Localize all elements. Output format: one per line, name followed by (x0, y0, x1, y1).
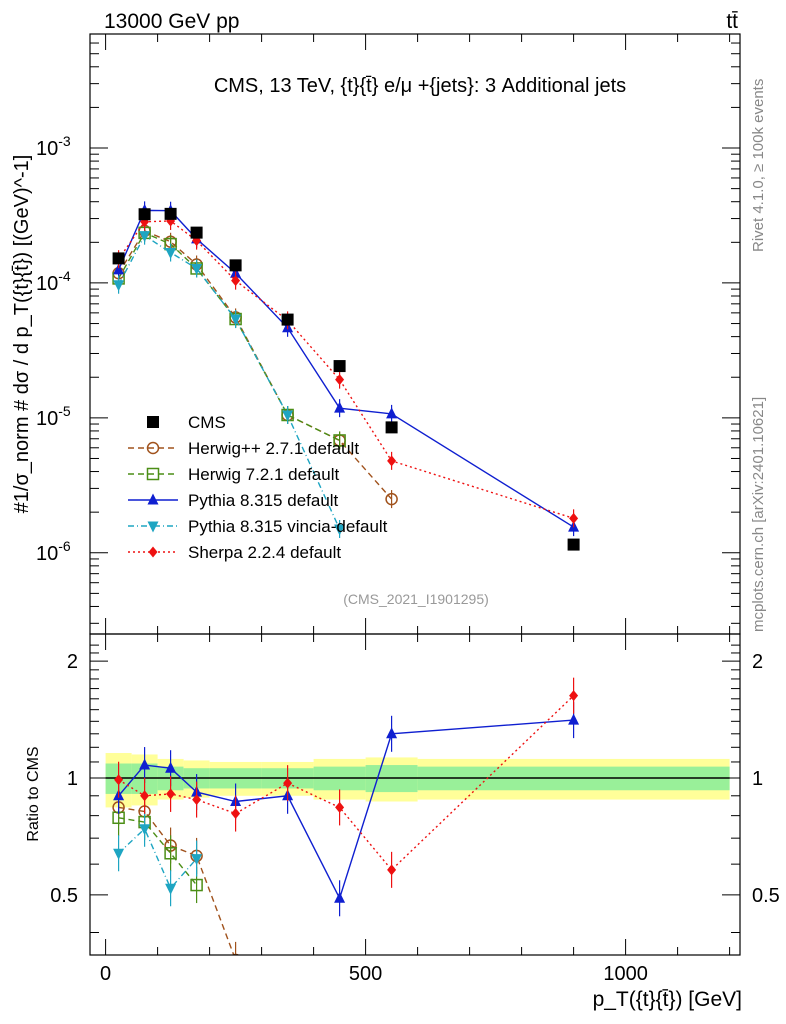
process-label: tt̄ (726, 10, 738, 33)
ratio-point (283, 777, 293, 789)
legend-label: Sherpa 2.2.4 default (188, 543, 341, 562)
cms-data-point (112, 252, 125, 265)
beam-label: 13000 GeV pp (104, 10, 239, 33)
mcplots-label: mcplots.cern.ch [arXiv:2401.10621] (750, 397, 767, 632)
data-point (113, 280, 125, 292)
data-point (230, 314, 242, 326)
data-point (282, 410, 294, 422)
main-plot-panel: 10-6 10-5 10-4 10-3 CMS, 13 TeV, {t}{t̄} e/… (36, 33, 741, 635)
ratio-point (164, 847, 177, 860)
data-point (191, 263, 203, 275)
data-point (334, 401, 346, 413)
y-tick-label: 10-4 (36, 268, 71, 295)
ratio-point (165, 761, 177, 773)
ratio-series-line (118, 817, 198, 886)
ratio-point (387, 864, 397, 876)
legend-label: Herwig 7.2.1 default (188, 465, 339, 484)
data-point (385, 492, 398, 506)
series-line (117, 209, 574, 528)
data-point (139, 231, 151, 243)
ratio-series-line (118, 806, 235, 955)
analysis-id: (CMS_2021_I1901295) (343, 591, 489, 607)
ratio-point (113, 848, 125, 860)
series-line (117, 231, 340, 442)
ratio-plot-frame (89, 633, 741, 956)
ratio-series-line (118, 719, 574, 901)
cms-data-point (164, 207, 177, 220)
ratio-y-tick-label: 0.5 (752, 885, 780, 907)
data-point (335, 374, 345, 386)
ratio-point (139, 824, 151, 836)
legend-label: Herwig++ 2.7.1 default (188, 439, 359, 458)
ratio-y-tick-label: 2 (67, 651, 78, 673)
legend-label: CMS (188, 413, 226, 432)
ratio-point (569, 690, 579, 702)
legend-label: Pythia 8.315 vincia-default (188, 517, 388, 536)
x-tick-label: 500 (349, 963, 382, 985)
data-point (333, 434, 346, 447)
legend-label: Pythia 8.315 default (188, 491, 339, 510)
legend-marker (146, 441, 160, 455)
y-axis-title: #1/σ_norm # dσ / d p_T({t}{t̄}) [(GeV)^-… (11, 155, 33, 514)
x-tick-label: 1000 (603, 963, 648, 985)
series-line (117, 234, 341, 530)
ratio-point (166, 788, 176, 800)
data-point (334, 524, 346, 536)
ratio-point (192, 794, 202, 806)
ratio-point (386, 727, 398, 739)
data-point (113, 263, 125, 275)
data-point (387, 455, 397, 467)
cms-data-point (190, 226, 203, 239)
ratio-point (140, 790, 150, 802)
x-tick-label: 0 (100, 963, 111, 985)
ratio-y-tick-label: 2 (752, 651, 763, 673)
legend-marker (147, 416, 159, 428)
ratio-plot-panel: 0 500 1000 0.5 0.5 1 1 2 2 (50, 633, 780, 985)
data-point (165, 248, 177, 260)
ratio-point (165, 883, 177, 895)
legend-marker (147, 493, 159, 505)
cms-data-point (567, 538, 580, 551)
legend-marker (146, 467, 160, 481)
ratio-series-line (118, 827, 198, 890)
y-tick-label: 10-3 (36, 133, 71, 160)
ratio-point (335, 801, 345, 813)
ratio-y-label: Ratio to CMS (25, 746, 42, 841)
ratio-point (231, 808, 241, 820)
cms-data-point (333, 360, 346, 373)
y-tick-label: 10-5 (36, 403, 71, 430)
ratio-point (139, 758, 151, 770)
x-axis-title: p_T({t}{t̄}) [GeV] (593, 988, 742, 1011)
ratio-y-tick-label: 0.5 (50, 885, 78, 907)
ratio-y-tick-label: 1 (752, 768, 763, 790)
ratio-point (568, 713, 580, 725)
ratio-point (191, 854, 203, 866)
ratio-series-line (118, 695, 575, 871)
series-line (118, 220, 574, 519)
legend-marker (148, 546, 158, 558)
ratio-y-tick-label: 1 (67, 768, 78, 790)
rivet-label: Rivet 4.1.0, ≥ 100k events (750, 79, 767, 252)
data-point (231, 275, 241, 287)
ratio-point (231, 953, 240, 955)
ratio-point (114, 774, 124, 786)
plot-title: CMS, 13 TeV, {t}{t̄} e/μ +{jets}: 3 Addi… (214, 75, 626, 97)
legend-marker (147, 521, 159, 533)
cms-data-point (138, 208, 151, 221)
cms-data-point (229, 259, 242, 272)
data-point (569, 512, 579, 524)
y-tick-label: 10-6 (36, 538, 71, 565)
legend: CMS Herwig++ 2.7.1 default Herwig 7.2.1 de… (128, 413, 388, 562)
data-point (386, 407, 398, 419)
ratio-point (190, 878, 203, 892)
cms-data-point (281, 313, 294, 326)
series-line (118, 230, 393, 500)
cms-data-point (385, 421, 398, 434)
ratio-point (334, 891, 346, 903)
